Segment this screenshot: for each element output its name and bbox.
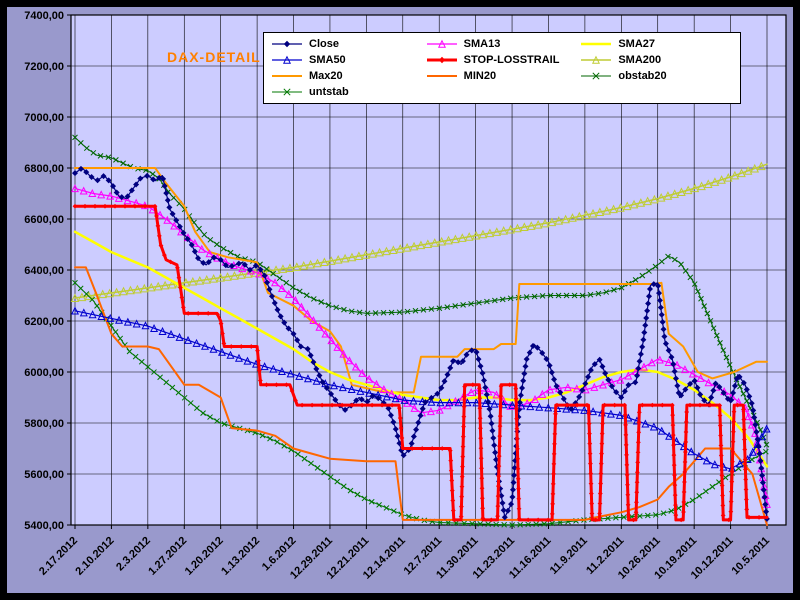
chart-area: 7400,00 7200,00 7000,00 6800,00 6600,00 6400,… — [7, 7, 793, 593]
chart-legend: Close SMA50 Max20 untstab SMA13 STOP-LOSSTRAI… — [263, 32, 741, 104]
chart-title: DAX-DETAIL — [167, 49, 261, 65]
svg-text:7000,00: 7000,00 — [24, 112, 64, 124]
x-marker-icon — [581, 72, 612, 80]
svg-text:1.20.2012: 1.20.2012 — [183, 535, 226, 578]
legend-item-obstab20: obstab20 — [579, 68, 734, 84]
svg-text:5400,00: 5400,00 — [24, 520, 64, 532]
legend-column: Close SMA50 Max20 untstab — [270, 36, 425, 100]
svg-text:5600,00: 5600,00 — [24, 469, 64, 481]
svg-text:2.17.2012: 2.17.2012 — [37, 535, 80, 578]
line-sample-icon — [581, 42, 612, 46]
svg-text:6200,00: 6200,00 — [24, 316, 64, 328]
legend-label: STOP-LOSSTRAIL — [463, 54, 560, 66]
legend-label: untstab — [309, 86, 349, 98]
legend-item-sma50: SMA50 — [270, 52, 425, 68]
series-obstab20 — [72, 134, 770, 448]
triangle-marker-icon — [426, 39, 457, 48]
svg-text:7400,00: 7400,00 — [24, 10, 64, 22]
legend-item-close: Close — [270, 36, 425, 52]
svg-text:1.27.2012: 1.27.2012 — [146, 535, 189, 578]
series-sma200 — [70, 161, 768, 303]
legend-label: SMA50 — [309, 54, 346, 66]
svg-text:6400,00: 6400,00 — [24, 265, 64, 277]
series-stop-losstrail — [72, 203, 769, 523]
legend-item-min20: MIN20 — [425, 68, 580, 84]
x-marker-icon — [272, 88, 302, 96]
legend-label: obstab20 — [618, 70, 667, 82]
legend-label: SMA13 — [463, 38, 501, 50]
svg-text:6000,00: 6000,00 — [24, 367, 64, 379]
diamond-marker-icon — [426, 56, 457, 64]
legend-item-max20: Max20 — [270, 68, 425, 84]
series-min20 — [74, 266, 768, 526]
series-max20 — [74, 167, 768, 394]
triangle-marker-icon — [581, 55, 612, 64]
series-sma13 — [70, 184, 771, 508]
svg-text:10.5.2011: 10.5.2011 — [729, 535, 772, 578]
legend-label: Max20 — [309, 70, 343, 82]
line-sample-icon — [272, 75, 302, 77]
legend-item-sma200: SMA200 — [579, 52, 734, 68]
line-sample-icon — [426, 75, 457, 77]
svg-text:1.13.2012: 1.13.2012 — [219, 535, 262, 578]
legend-item-stop-losstrail: STOP-LOSSTRAIL — [425, 52, 580, 68]
legend-item-sma13: SMA13 — [425, 36, 580, 52]
svg-text:6800,00: 6800,00 — [24, 163, 64, 175]
svg-text:11.9.2011: 11.9.2011 — [548, 535, 590, 577]
legend-label: Close — [309, 38, 339, 50]
svg-text:7200,00: 7200,00 — [24, 61, 64, 73]
svg-text:5800,00: 5800,00 — [24, 418, 64, 430]
diamond-marker-icon — [272, 40, 302, 48]
legend-item-untstab: untstab — [270, 84, 425, 100]
legend-column: SMA27 SMA200 obstab20 — [579, 36, 734, 100]
legend-label: MIN20 — [463, 70, 497, 82]
triangle-marker-icon — [272, 55, 302, 64]
series-sma27 — [73, 230, 769, 468]
legend-label: SMA200 — [618, 54, 662, 66]
legend-item-sma27: SMA27 — [579, 36, 734, 52]
legend-column: SMA13 STOP-LOSSTRAIL MIN20 — [425, 36, 580, 100]
svg-text:6600,00: 6600,00 — [24, 214, 64, 226]
svg-text:2.10.2012: 2.10.2012 — [73, 535, 116, 578]
legend-label: SMA27 — [618, 38, 656, 50]
